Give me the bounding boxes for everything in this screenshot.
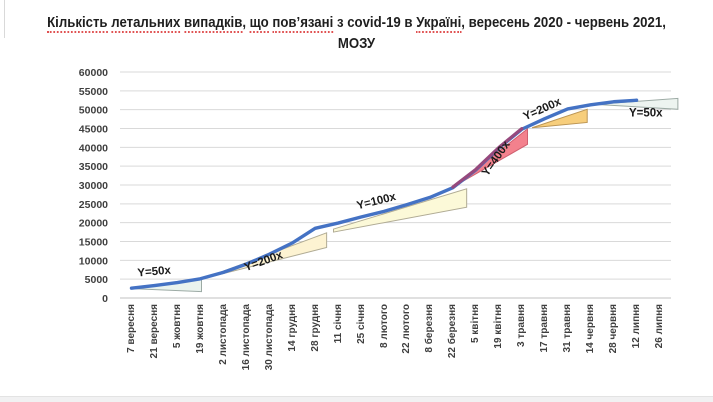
x-tick-label: 17 травня [539,304,551,353]
x-tick-label: 8 березня [424,304,436,353]
title-word: що [249,14,269,33]
y-tick-label: 20000 [79,218,108,230]
x-tick-label: 28 червня [608,304,620,354]
x-tick-label: 19 квітня [493,304,505,349]
x-tick-label: 30 листопада [263,304,275,371]
y-tick-label: 35000 [79,161,108,173]
x-tick-label: 5 квітня [470,304,482,344]
x-tick-label: 22 березня [447,304,459,359]
y-tick-label: 60000 [79,67,108,79]
series-line-overlay [451,127,524,189]
x-tick-label: 31 травня [562,304,574,353]
x-tick-label: 2 листопада [217,304,229,365]
x-tick-label: 12 липня [631,304,643,349]
y-tick-label: 0 [102,293,108,305]
series-line [129,98,639,290]
title-word: летальних [111,14,181,33]
x-tick-label: 8 лютого [378,304,390,348]
y-tick-label: 40000 [79,142,108,154]
y-tick-label: 25000 [79,199,108,211]
y-tick-label: 15000 [79,237,108,249]
annotation-label: Y=50x [629,107,663,119]
x-tick-label: 22 лютого [401,304,413,354]
x-tick-label: 3 травня [516,304,528,347]
title-word: 2021 [632,14,663,31]
annotation-triangle [531,108,588,129]
x-tick-label: 16 листопада [240,304,252,371]
x-tick-label: 19 жовтня [194,304,206,354]
title-word: вересень [468,14,530,31]
slide-bottom-edge [0,396,713,402]
y-tick-label: 50000 [79,105,108,117]
chart-title: Кількість летальних випадків, що пов’яза… [43,12,670,54]
annotation-triangle [333,188,468,233]
x-tick-label: 28 грудня [309,304,321,352]
title-word: червень [574,14,630,31]
title-word: covid-19 [347,14,401,31]
title-word: випадків [184,14,243,33]
title-word: пов’язані [272,14,334,33]
title-word: 2020 [533,14,563,31]
y-tick-label: 10000 [79,255,108,267]
annotation-label: Y=200x [243,249,285,274]
y-tick-label: 55000 [79,86,108,98]
x-tick-label: 25 січня [355,304,367,344]
x-tick-label: 26 липня [654,304,666,349]
x-tick-label: 14 червня [585,304,597,354]
slide-edge-line [4,0,5,38]
chart-title-line2: МОЗУ [337,35,376,52]
annotation-label: Y=50x [137,265,172,280]
x-tick-label: 7 вересня [125,304,137,353]
x-tick-label: 14 грудня [286,304,298,352]
title-word: з [336,14,344,31]
x-tick-label: 11 січня [332,304,344,344]
chart-title-line1: Кількість летальних випадків, що пов’яза… [47,14,666,33]
y-tick-label: 45000 [79,124,108,136]
title-word: Україні [416,14,462,33]
x-tick-label: 21 вересня [148,304,160,359]
y-tick-label: 5000 [85,274,109,286]
title-word: - [566,14,572,31]
title-word: в [404,14,413,31]
y-tick-label: 30000 [79,180,108,192]
title-word: Кількість [47,14,108,33]
x-tick-label: 5 жовтня [171,304,183,349]
